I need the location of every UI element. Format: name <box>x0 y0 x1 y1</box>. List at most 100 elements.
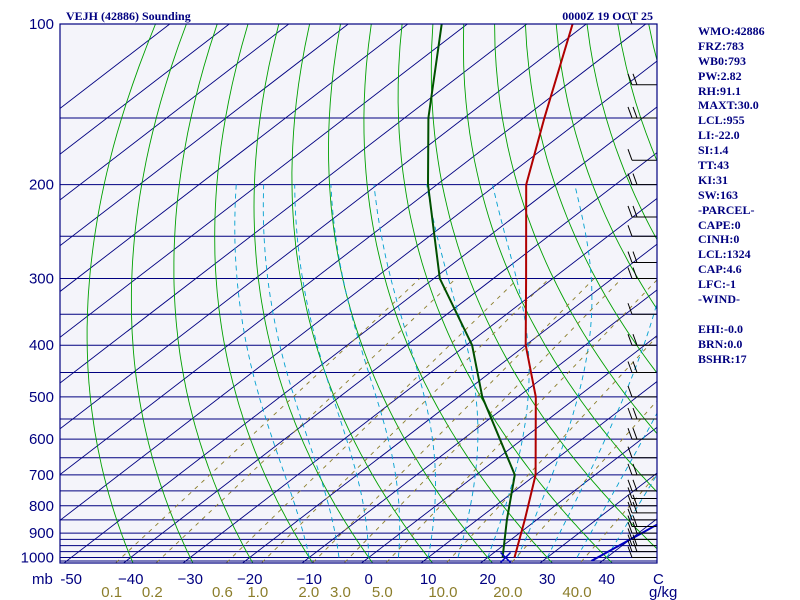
pressure-tick-label: 500 <box>29 389 54 406</box>
plot-area <box>60 24 657 563</box>
moist-adiabat-line <box>330 184 401 558</box>
wind-barb <box>627 149 657 161</box>
mixing-ratio-line <box>579 473 657 563</box>
dry-adiabat-line <box>86 24 156 563</box>
index-row: LFC:-1 <box>698 277 736 292</box>
index-row: RH:91.1 <box>698 83 741 98</box>
moist-adiabat-line <box>546 301 657 558</box>
wind-barb <box>627 487 657 499</box>
wind-barb <box>627 385 657 398</box>
dry-adiabat-line <box>173 24 254 563</box>
wind-barb <box>627 251 657 264</box>
isotherm-line <box>60 24 468 338</box>
index-row: TT:43 <box>698 158 730 173</box>
mixing-ratio-line <box>114 278 421 563</box>
pressure-tick-label: 1000 <box>21 550 54 567</box>
index-row: BRN:0.0 <box>698 336 743 351</box>
dry-adiabat-line <box>772 24 800 569</box>
mixing-ratio-line <box>260 278 550 563</box>
mixing-ratio-unit-label: g/kg <box>649 584 677 600</box>
mixing-ratio-axis-labels: 0.1 0.2 0.6 1.0 2.0 3.0 5.0 10.0 20.0 40.0 <box>101 584 591 600</box>
wind-barb <box>627 407 657 420</box>
moist-adiabat-grid <box>234 184 657 558</box>
dry-adiabat-line <box>253 24 374 563</box>
index-row: WB0:793 <box>698 53 746 68</box>
wind-barb <box>627 267 657 280</box>
wind-barb <box>627 446 657 459</box>
temperature-tick-label: −10 <box>296 571 321 588</box>
pressure-tick-label: 400 <box>29 337 54 354</box>
mixing-ratio-tick-label: 10.0 <box>428 584 457 600</box>
mixing-ratio-tick-label: 3.0 <box>330 584 351 600</box>
mixing-ratio-tick-label: 40.0 <box>562 584 591 600</box>
mixing-ratio-tick-label: 0.2 <box>142 584 163 600</box>
dewpoint-profile-line <box>426 24 516 558</box>
moist-adiabat-line <box>426 184 479 558</box>
wind-barb <box>627 534 657 547</box>
pressure-tick-label: 700 <box>29 467 54 484</box>
index-row: EHI:-0.0 <box>698 321 743 336</box>
temperature-profile-line <box>513 24 574 558</box>
wind-barb <box>627 334 657 346</box>
wind-barb <box>627 508 657 521</box>
isotherm-line <box>60 60 657 521</box>
index-row: LCL:955 <box>698 113 745 128</box>
mixing-ratio-tick-label: 20.0 <box>493 584 522 600</box>
wind-barb <box>627 501 657 514</box>
pressure-tick-label: 300 <box>29 271 54 288</box>
dry-adiabat-line <box>130 24 194 563</box>
wind-barb <box>627 303 657 315</box>
mixing-ratio-tick-label: 1.0 <box>247 584 268 600</box>
wind-barb <box>627 494 657 507</box>
index-row: LCL:1324 <box>698 247 751 262</box>
index-row: CINH:0 <box>698 232 740 247</box>
isotherm-line <box>60 24 349 247</box>
isotherm-line <box>360 335 657 563</box>
isotherm-line <box>60 24 587 430</box>
index-row <box>698 307 765 322</box>
wind-barb <box>627 479 657 492</box>
mixing-ratio-line <box>445 335 657 563</box>
surface-parcel-marker <box>500 551 512 563</box>
isotherm-line <box>122 152 657 563</box>
moist-adiabat-line <box>262 184 340 558</box>
isotherm-line <box>60 24 230 155</box>
wind-barb <box>627 427 657 440</box>
stability-indices-panel: WMO:42886 FRZ:783 WB0:793 PW:2.82 RH:91.1 MAX… <box>698 24 765 366</box>
pressure-tick-label: 600 <box>29 431 54 448</box>
isotherm-line <box>60 24 409 293</box>
index-row: CAP:4.6 <box>698 262 742 277</box>
index-row: -PARCEL- <box>698 202 755 217</box>
dry-adiabat-line <box>291 24 434 563</box>
wind-barbs <box>627 12 657 558</box>
mixing-ratio-tick-label: 2.0 <box>298 584 319 600</box>
isotherm-line <box>182 197 657 563</box>
wind-barb <box>627 106 657 119</box>
dry-adiabat-line <box>214 24 314 563</box>
wind-barb <box>627 521 657 534</box>
mixing-ratio-tick-label: 5.0 <box>372 584 393 600</box>
temperature-tick-label: −20 <box>237 571 262 588</box>
wind-barb <box>627 205 657 218</box>
wind-barb <box>627 361 657 373</box>
dry-adiabat-line <box>430 24 657 550</box>
index-row: SW:163 <box>698 187 739 202</box>
wind-barb <box>627 546 657 558</box>
wind-barb <box>627 173 657 186</box>
pressure-axis-labels: 100 200 300 400 500 600 700 800 900 1000 <box>21 16 54 567</box>
moist-adiabat-line <box>517 184 593 558</box>
isotherm-line <box>539 472 657 563</box>
chart-title: VEJH (42886) Sounding <box>66 9 191 23</box>
moist-adiabat-line <box>234 184 310 558</box>
temperature-tick-label: 20 <box>479 571 496 588</box>
index-row: LI:-22.0 <box>698 128 740 143</box>
index-row: WMO:42886 <box>698 24 765 38</box>
index-row: KI:31 <box>698 172 728 187</box>
isotherm-line <box>63 106 657 563</box>
pressure-tick-label: 100 <box>29 16 54 33</box>
moist-adiabat-line <box>294 184 370 558</box>
mixing-ratio-line <box>225 278 519 563</box>
moist-adiabat-line <box>373 184 436 558</box>
isotherm-line <box>479 426 657 563</box>
